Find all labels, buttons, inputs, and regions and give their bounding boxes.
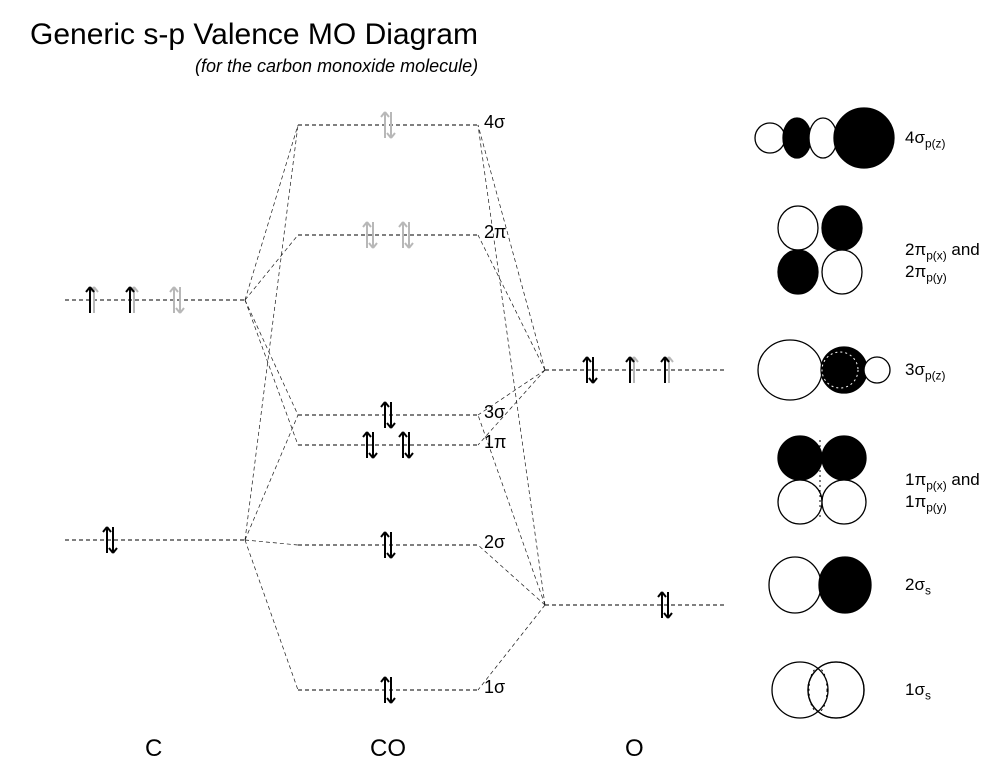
mo-level-label-MO_2pi: 2π [484, 222, 506, 243]
mo-level-label-MO_1pi: 1π [484, 432, 506, 453]
orbital-label-3sigma_pz: 3σp(z) [905, 360, 945, 382]
orbital-label-4sigma_pz: 4σp(z) [905, 128, 945, 150]
mo-level-label-MO_4sigma: 4σ [484, 112, 505, 133]
mo-level-label-MO_2sigma: 2σ [484, 532, 505, 553]
mo-level-label-MO_3sigma: 3σ [484, 402, 505, 423]
atom-label-C: C [145, 735, 162, 763]
diagram-title: Generic s-p Valence MO Diagram [30, 18, 478, 52]
orbital-label-1pi_p: 1πp(x) and1πp(y) [905, 470, 980, 515]
orbital-label-2sigma_s: 2σs [905, 575, 931, 597]
orbital-label-1sigma_s: 1σs [905, 680, 931, 702]
diagram-subtitle: (for the carbon monoxide molecule) [195, 56, 478, 77]
orbital-label-2pi_p: 2πp(x) and2πp(y) [905, 240, 980, 285]
atom-label-CO: CO [370, 735, 406, 763]
atom-label-O: O [625, 735, 644, 763]
mo-level-label-MO_1sigma: 1σ [484, 677, 505, 698]
